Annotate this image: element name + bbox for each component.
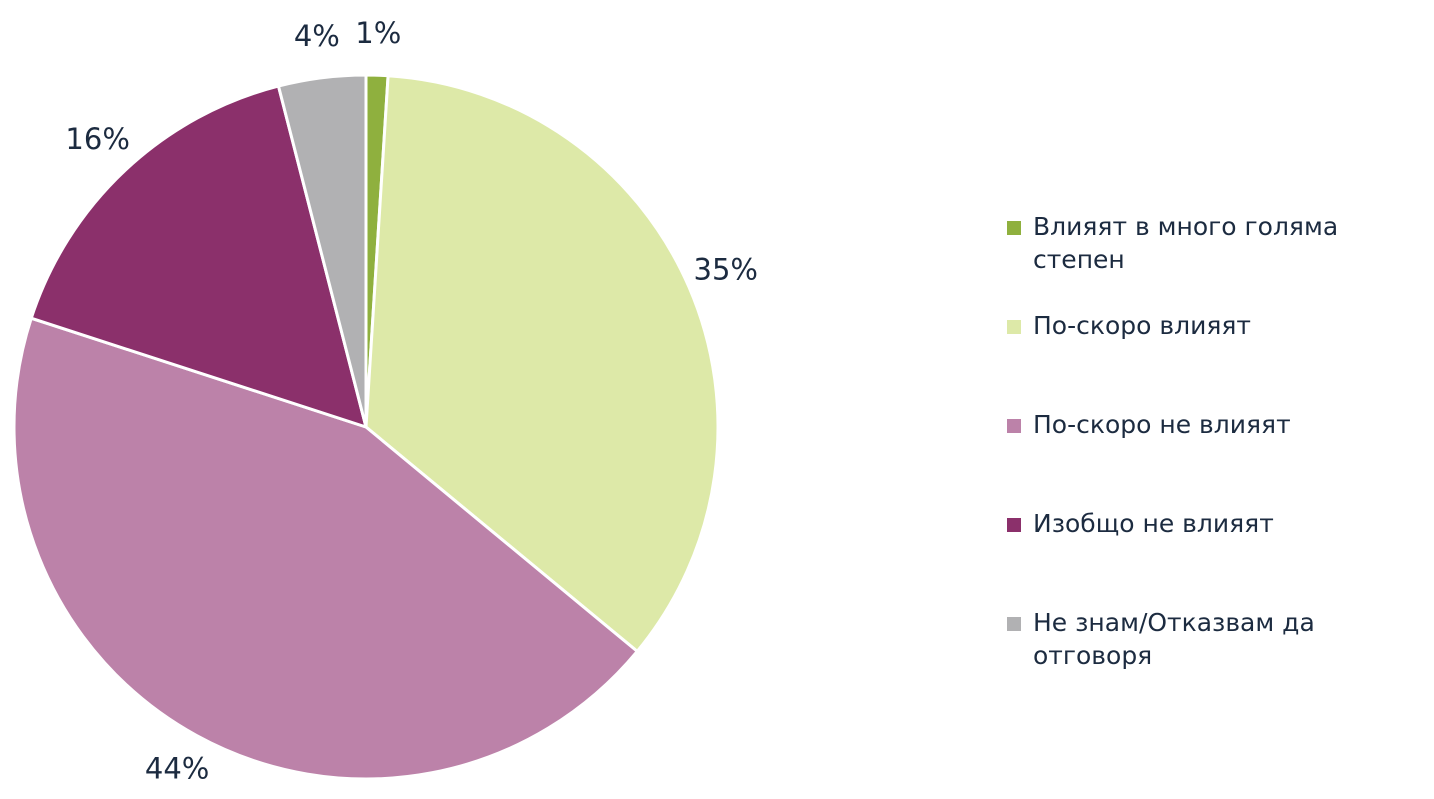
pie-slice (276, 73, 368, 428)
pie-slice (29, 84, 369, 430)
legend-label: По-скоро не влияят (1033, 410, 1291, 439)
pie-slice (364, 74, 720, 654)
legend-item: Влияят в много голяма степен (1007, 210, 1427, 276)
data-label: 1% (355, 16, 401, 50)
data-label: 35% (694, 252, 758, 286)
data-label: 16% (65, 122, 129, 156)
legend-label: По-скоро влияят (1033, 311, 1251, 340)
legend-item: Изобщо не влияят (1007, 507, 1427, 540)
legend-label: Не знам/Отказвам да отговоря (1033, 608, 1315, 670)
legend-item: По-скоро влияят (1007, 309, 1427, 342)
legend-label: Изобщо не влияят (1033, 509, 1274, 538)
legend-swatch (1007, 320, 1021, 334)
data-label: 44% (145, 752, 209, 786)
legend-label: Влияят в много голяма степен (1033, 212, 1339, 274)
legend-item: По-скоро не влияят (1007, 408, 1427, 441)
legend-swatch (1007, 617, 1021, 631)
legend-swatch (1007, 419, 1021, 433)
legend-item: Не знам/Отказвам да отговоря (1007, 606, 1427, 672)
data-label: 4% (294, 19, 340, 53)
legend-swatch (1007, 221, 1021, 235)
legend-swatch (1007, 518, 1021, 532)
pie-slice (12, 316, 640, 781)
